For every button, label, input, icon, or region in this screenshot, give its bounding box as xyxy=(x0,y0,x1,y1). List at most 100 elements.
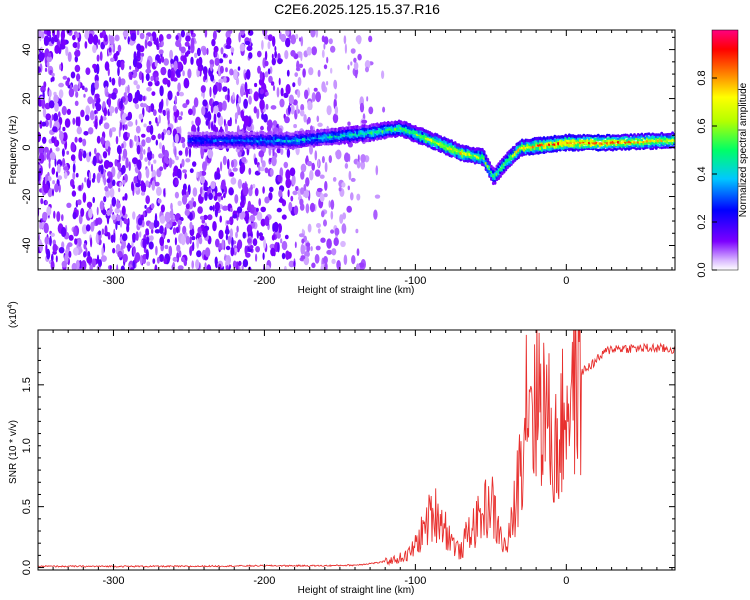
spectrogram-noise-cell xyxy=(264,215,270,227)
spectrogram-noise-cell xyxy=(158,49,164,55)
spectrogram-noise-cell xyxy=(178,91,184,97)
spectrogram-noise-cell xyxy=(110,234,115,243)
spectrogram-noise-cell xyxy=(225,245,231,251)
spectrogram-ridge-cell xyxy=(481,147,484,152)
spectrogram-noise-cell xyxy=(129,138,132,149)
spectrogram-noise-cell xyxy=(310,125,313,132)
spectrogram-noise-cell xyxy=(54,136,57,147)
spectrogram-noise-cell xyxy=(158,153,164,159)
spectrogram-noise-cell xyxy=(120,78,126,86)
spectrogram-noise-cell xyxy=(182,70,185,77)
spectrogram-noise-cell xyxy=(299,109,305,117)
x-tick-label: 0 xyxy=(563,275,569,287)
spectrogram-noise-cell xyxy=(213,113,217,124)
spectrogram-noise-cell xyxy=(204,191,208,201)
spectrogram-noise-cell xyxy=(117,166,121,171)
spectrogram-noise-cell xyxy=(152,109,157,116)
spectrogram-noise-cell xyxy=(324,180,328,191)
spectrogram-noise-cell xyxy=(192,187,198,197)
spectrogram-noise-cell xyxy=(317,228,321,234)
spectrogram-noise-cell xyxy=(89,110,95,121)
spectrogram-noise-cell xyxy=(222,100,227,111)
spectrogram-noise-cell xyxy=(260,218,266,227)
spectrogram-noise-cell xyxy=(231,159,234,168)
spectrogram-noise-cell xyxy=(216,112,221,118)
spectrogram-noise-cell xyxy=(124,193,128,201)
spectrogram-noise-cell xyxy=(38,66,41,74)
spectrogram-noise-cell xyxy=(52,243,58,253)
spectrogram-noise-cell xyxy=(188,108,193,116)
spectrogram-noise-cell xyxy=(159,215,166,224)
spectrogram-noise-cell xyxy=(46,152,49,160)
spectrogram-noise-cell xyxy=(94,93,100,99)
spectrogram-noise-cell xyxy=(132,233,136,242)
spectrogram-noise-cell xyxy=(237,178,243,189)
spectrogram-noise-cell xyxy=(180,163,182,169)
spectrogram-noise-cell xyxy=(300,187,305,195)
spectrogram-noise-cell xyxy=(320,237,326,243)
spectrogram-noise-cell xyxy=(225,265,229,270)
spectrogram-noise-cell xyxy=(183,77,190,89)
spectrogram-noise-cell xyxy=(62,75,68,80)
spectrogram-noise-cell xyxy=(158,101,164,111)
spectrogram-noise-cell xyxy=(310,246,313,252)
spectrogram-noise-cell xyxy=(83,242,87,250)
spectrogram-noise-cell xyxy=(96,54,100,62)
spectrogram-noise-cell xyxy=(59,131,64,141)
spectrogram-noise-cell xyxy=(196,250,202,258)
spectrogram-noise-cell xyxy=(54,44,60,54)
spectrogram-noise-cell xyxy=(246,224,253,234)
spectrogram-noise-cell xyxy=(185,158,191,163)
spectrogram-noise-cell xyxy=(240,30,245,36)
spectrogram-noise-cell xyxy=(177,82,181,92)
spectrogram-noise-cell xyxy=(188,45,191,51)
spectrogram-noise-cell xyxy=(216,30,222,33)
spectrogram-noise-cell xyxy=(272,223,275,232)
spectrogram-noise-cell xyxy=(48,89,52,98)
spectrogram-noise-cell xyxy=(195,116,201,127)
spectrogram-noise-cell xyxy=(102,151,108,159)
spectrogram-noise-cell xyxy=(197,226,202,234)
spectrogram-noise-cell xyxy=(267,168,271,177)
spectrogram-noise-cell xyxy=(156,256,160,264)
spectrogram-noise-cell xyxy=(182,103,188,109)
spectrogram-noise-cell xyxy=(95,103,102,112)
spectrogram-noise-cell xyxy=(341,182,346,188)
spectrogram-noise-cell xyxy=(178,150,183,156)
spectrogram-noise-cell xyxy=(174,179,179,186)
colorbar-tick-label: 0.6 xyxy=(696,118,708,133)
spectrogram-noise-cell xyxy=(280,87,284,97)
spectrogram-noise-cell xyxy=(249,88,253,95)
spectrogram-noise-cell xyxy=(286,148,291,158)
spectrogram-noise-cell xyxy=(121,233,128,242)
spectrogram-noise-cell xyxy=(297,76,302,87)
spectrogram-noise-cell xyxy=(319,174,325,179)
spectrogram-noise-cell xyxy=(77,199,82,206)
spectrogram-noise-cell xyxy=(166,33,172,40)
spectrogram-noise-cell xyxy=(358,262,365,268)
spectrogram-noise-cell xyxy=(277,242,280,253)
figure-title: C2E6.2025.125.15.37.R16 xyxy=(274,1,440,17)
spectrogram-noise-cell xyxy=(160,204,165,213)
spectrogram-noise-cell xyxy=(286,69,290,77)
spectrogram-noise-cell xyxy=(135,119,138,126)
spectrogram-noise-cell xyxy=(38,30,43,39)
spectrogram-noise-cell xyxy=(122,148,128,159)
spectrogram-noise-cell xyxy=(131,181,134,192)
spectrogram-noise-cell xyxy=(227,235,232,245)
spectrogram-noise-cell xyxy=(234,194,239,204)
spectrogram-noise-cell xyxy=(168,157,173,169)
spectrogram-noise-cell xyxy=(103,160,110,170)
spectrogram-noise-cell xyxy=(271,53,274,60)
spectrogram-noise-cell xyxy=(315,30,319,38)
spectrogram-noise-cell xyxy=(137,217,143,226)
spectrogram-noise-cell xyxy=(68,88,75,98)
snr-y-ticks: 0.0 0.5 1.0 1.5 xyxy=(21,347,675,575)
spectrogram-noise-cell xyxy=(236,103,240,111)
spectrogram-noise-cell xyxy=(231,70,234,75)
spectrogram-noise-cell xyxy=(262,252,265,260)
spectrogram-noise-cell xyxy=(103,176,107,186)
spectrogram-noise-cell xyxy=(210,104,214,114)
spectrogram-noise-cell xyxy=(102,209,107,216)
